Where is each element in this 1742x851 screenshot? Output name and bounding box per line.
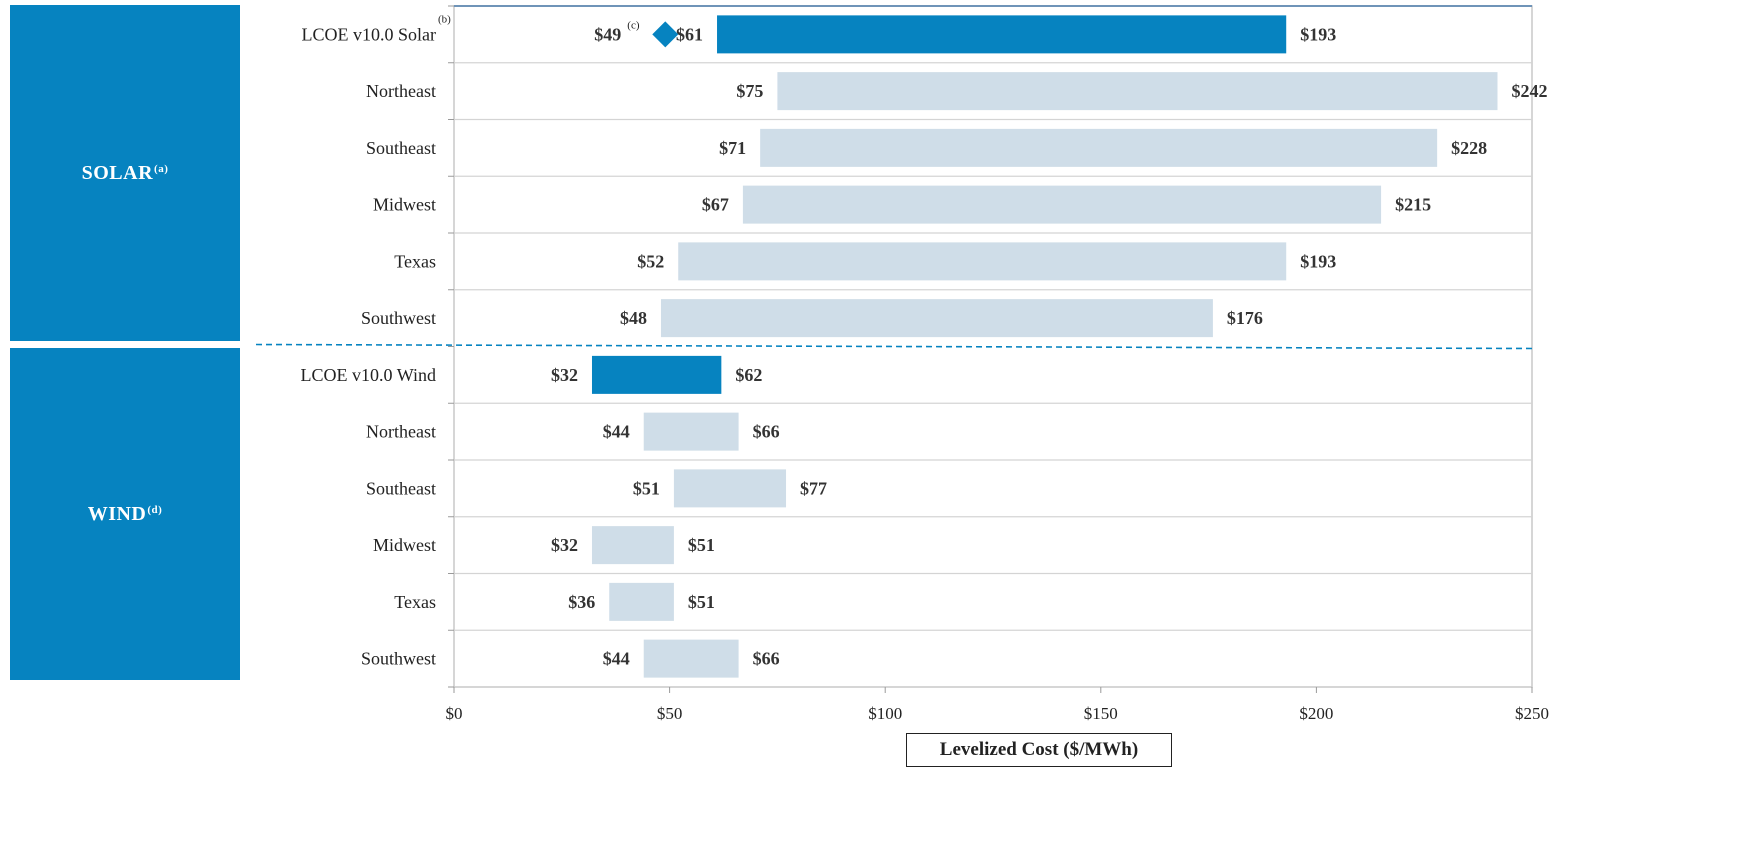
section-divider: [255, 343, 1533, 350]
low-value-label: $51: [633, 478, 660, 498]
high-value-label: $228: [1451, 138, 1487, 158]
x-axis-title: Levelized Cost ($/MWh): [906, 733, 1172, 767]
category-label: Southwest: [361, 308, 436, 328]
high-value-label: $242: [1512, 81, 1548, 101]
low-value-label: $44: [603, 422, 630, 442]
x-tick-label: $150: [1084, 704, 1118, 723]
solar-section-note: (a): [154, 163, 169, 175]
x-tick-label: $100: [868, 704, 902, 723]
wind-section-text: WIND: [87, 502, 147, 525]
category-label: Texas: [394, 251, 436, 271]
wind-section-note: (d): [147, 504, 163, 516]
low-value-label: $44: [603, 649, 630, 669]
x-tick-label: $200: [1299, 704, 1333, 723]
category-label: Southeast: [366, 138, 436, 158]
high-value-label: $176: [1227, 308, 1263, 328]
category-label: Southeast: [366, 478, 436, 498]
low-value-label: $67: [702, 195, 729, 215]
category-label: Southwest: [361, 649, 436, 669]
high-value-label: $62: [735, 365, 762, 385]
low-value-label: $52: [637, 251, 664, 271]
x-tick-label: $50: [657, 704, 683, 723]
category-label: LCOE v10.0 Solar: [302, 24, 437, 44]
low-value-label: $36: [568, 592, 595, 612]
solar-section-label: SOLAR (a): [10, 5, 240, 341]
category-label: Midwest: [373, 195, 436, 215]
high-value-label: $193: [1300, 24, 1336, 44]
levelized-cost-chart: $61 $193 LCOE v10.0 Solar(b) $75 $242 Northea…: [255, 5, 1549, 723]
category-label: Texas: [394, 592, 436, 612]
solar-section-text: SOLAR: [81, 161, 154, 184]
range-bar: [678, 242, 1287, 281]
range-bar: [643, 639, 739, 678]
low-value-label: $61: [676, 24, 703, 44]
highlight-bar: [717, 15, 1287, 54]
low-value-label: $71: [719, 138, 746, 158]
low-value-label: $48: [620, 308, 647, 328]
high-value-label: $77: [800, 478, 827, 498]
range-bar: [760, 128, 1438, 167]
highlight-bar: [591, 355, 722, 394]
low-value-label: $75: [736, 81, 763, 101]
low-value-label: $32: [551, 535, 578, 555]
category-label: Northeast: [366, 422, 436, 442]
high-value-label: $66: [753, 649, 780, 669]
high-value-label: $66: [753, 422, 780, 442]
low-value-label: $32: [551, 365, 578, 385]
marker-value-label: $49: [594, 24, 621, 44]
range-bar: [609, 582, 674, 621]
high-value-label: $51: [688, 535, 715, 555]
range-bar: [742, 185, 1382, 224]
marker-note: (c): [627, 19, 640, 31]
range-bar: [591, 526, 674, 565]
range-bar: [777, 72, 1498, 111]
diamond-marker: [652, 21, 679, 48]
x-tick-label: $250: [1515, 704, 1549, 723]
x-tick-label: $0: [446, 704, 463, 723]
range-bar: [673, 469, 787, 508]
high-value-label: $193: [1300, 251, 1336, 271]
category-note: (b): [438, 13, 451, 25]
high-value-label: $51: [688, 592, 715, 612]
category-label: Midwest: [373, 535, 436, 555]
category-label: LCOE v10.0 Wind: [301, 365, 436, 385]
range-bar: [660, 299, 1213, 338]
wind-section-label: WIND (d): [10, 348, 240, 680]
high-value-label: $215: [1395, 195, 1431, 215]
range-bar: [643, 412, 739, 451]
category-label: Northeast: [366, 81, 436, 101]
